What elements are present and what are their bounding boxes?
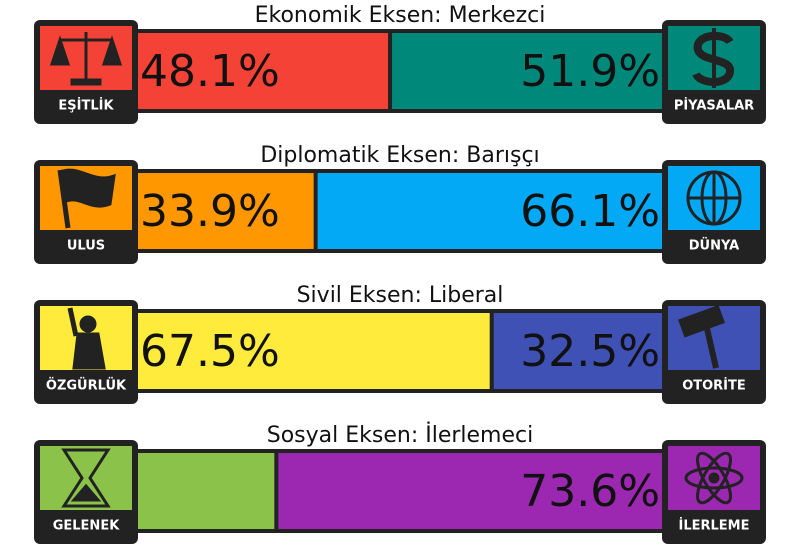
flag	[58, 168, 116, 208]
left-icon-label: ÖZGÜRLÜK	[46, 378, 127, 394]
scale-base	[70, 78, 102, 86]
left-bar	[138, 173, 314, 249]
axis-title: Ekonomik Eksen: Merkezci	[255, 3, 546, 28]
right-icon	[686, 170, 742, 226]
scale-pan	[101, 35, 123, 66]
right-percent: 66.1%	[520, 186, 660, 237]
right-icon	[692, 28, 734, 88]
right-bar	[317, 173, 662, 249]
left-icon	[61, 448, 111, 508]
axis-title: Sosyal Eksen: İlerlemeci	[267, 422, 533, 448]
axis-row: Sivil Eksen: Liberal 67.5% 32.5% ÖZGÜRLÜK OT…	[34, 283, 766, 404]
left-percent: 67.5%	[140, 326, 280, 377]
right-percent: 32.5%	[520, 326, 660, 377]
axis-title: Sivil Eksen: Liberal	[297, 283, 504, 308]
left-icon-label: ULUS	[67, 239, 105, 254]
right-icon	[678, 304, 725, 369]
left-icon	[67, 307, 106, 370]
hourglass-sand	[70, 483, 102, 502]
hourglass	[61, 448, 111, 508]
right-icon-label: İLERLEME	[679, 518, 750, 534]
atom-orbit	[684, 466, 744, 490]
atom-orbit	[696, 451, 732, 505]
statue-arm	[67, 307, 79, 337]
left-bar	[138, 33, 389, 109]
left-icon-label: GELENEK	[53, 519, 120, 534]
right-percent: 51.9%	[520, 46, 660, 97]
axis-row: Ekonomik Eksen: Merkezci 48.1% 51.9% EŞİTLİ…	[34, 3, 766, 124]
right-icon-label: DÜNYA	[689, 238, 739, 254]
right-icon	[684, 451, 744, 505]
right-percent: 73.6%	[520, 466, 660, 517]
right-bar	[392, 33, 662, 109]
right-icon-label: OTORİTE	[682, 378, 746, 394]
left-bar	[138, 313, 490, 389]
left-bar	[138, 453, 275, 529]
statue-body	[72, 332, 106, 370]
left-icon	[57, 168, 116, 229]
statue-head	[79, 315, 97, 333]
right-bar	[493, 313, 662, 389]
axis-row: Sosyal Eksen: İlerlemeci 73.6% GELENEK İLER…	[34, 422, 766, 544]
left-percent: 48.1%	[140, 46, 280, 97]
right-icon-label: PİYASALAR	[674, 98, 754, 114]
atom-orbit	[696, 451, 732, 505]
axis-title: Diplomatik Eksen: Barışçı	[260, 143, 539, 168]
left-icon	[49, 32, 123, 86]
atom-core	[708, 472, 720, 484]
left-icon-label: EŞİTLİK	[58, 98, 114, 114]
right-bar	[278, 453, 662, 529]
gavel-handle	[703, 323, 719, 369]
axis-row: Diplomatik Eksen: Barışçı 33.9% 66.1% ULUS D…	[34, 143, 766, 264]
scale-pan	[49, 35, 71, 66]
left-percent: 33.9%	[140, 186, 280, 237]
